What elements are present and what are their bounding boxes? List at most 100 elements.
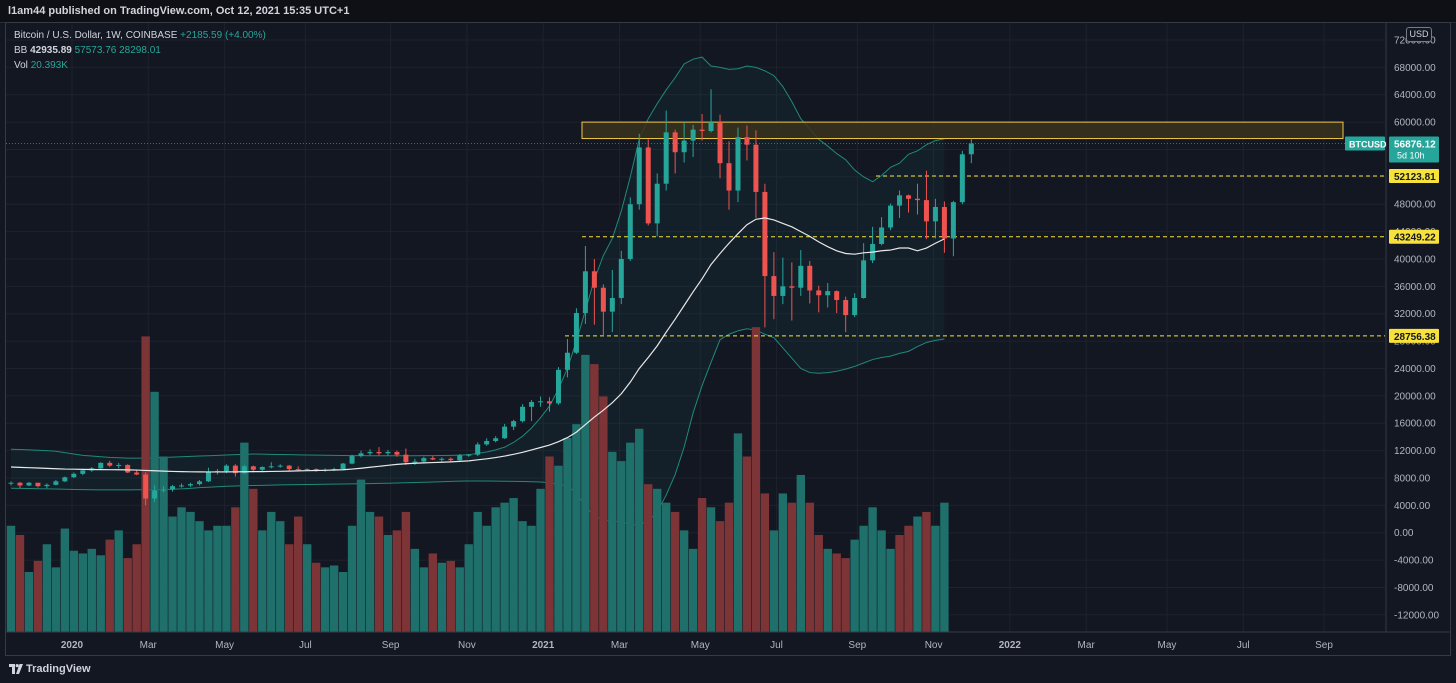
volume-bar [276,521,285,632]
bollinger-basis [10,217,945,473]
volume-bar [886,548,895,632]
volume-bar [572,424,581,632]
time-tick-label: Sep [1315,640,1333,651]
currency-button[interactable]: USD [1406,27,1432,42]
candle-body [906,195,911,199]
level-tag-label: 52123.81 [1394,172,1436,183]
candle-body [98,462,104,469]
volume-bar [464,544,473,632]
candle-body [484,440,490,445]
time-tick-label: 2021 [532,640,555,651]
candle-body [726,163,732,191]
candle-body [861,260,867,298]
candle-body [645,147,651,224]
candle-body [313,469,319,471]
legend-bb-row: BB 42935.89 57573.76 28298.01 [14,43,266,58]
tradingview-logo-icon [9,664,23,674]
volume-bar [931,525,940,632]
candle-body [358,453,364,457]
volume-bar [15,535,25,632]
current-price-label: 56876.12 [1394,139,1436,150]
level-tag-bg [1389,229,1439,244]
candle-body [807,265,813,291]
candle-body [843,300,849,316]
candle-body [816,290,822,296]
volume-bar [285,544,294,632]
volume-bar [105,539,114,632]
candle-body [914,198,920,201]
price-tick-label: 68000.00 [1394,63,1436,74]
volume-bar [590,364,599,632]
volume-bar [509,498,518,632]
volume-bar [392,530,402,632]
volume-bar [267,511,276,632]
candle-body [8,482,14,484]
candle-body [475,444,481,455]
candle-body [439,458,445,460]
candle-body [950,202,956,239]
level-tag-bg [1389,328,1439,343]
candle-body [421,458,427,462]
price-tick-label: 64000.00 [1394,90,1436,101]
volume-bar [42,544,52,632]
volume-bar [302,544,312,632]
published-text: l1am44 published on TradingView.com, Oct… [8,5,350,17]
volume-bar [347,525,357,632]
candle-body [888,205,894,228]
candle-body [717,122,723,164]
volume-bar [455,567,464,632]
candle-body [152,490,158,499]
volume-bar [536,488,545,632]
candle-body [143,474,149,499]
volume-bar [231,507,240,632]
resistance-zone-box [581,121,1344,140]
bb-label: BB [14,45,28,56]
volume-bar [841,558,850,632]
volume-bar [132,544,141,632]
price-tick-label: 8000.00 [1394,473,1431,484]
volume-bar [437,562,446,632]
volume-bar [213,525,222,632]
candle-body [789,286,795,288]
volume-bar [240,442,249,632]
candle-body [591,271,597,288]
volume-bar [922,511,931,632]
candle-body [250,466,256,470]
candle-body [555,369,561,404]
volume-bar [814,535,823,632]
candle-body [188,484,193,486]
price-tick-label: 40000.00 [1394,254,1436,265]
volume-bar [383,535,393,632]
candle-body [205,471,211,482]
volume-bar [769,530,779,632]
volume-bar [617,461,626,632]
volume-bar [805,502,814,632]
volume-bar [428,553,438,632]
volume-bar [742,456,752,632]
resistance-zone [581,121,1344,140]
volume-bar [123,558,132,632]
volume-bar [168,516,177,632]
legend-symbol-row: Bitcoin / U.S. Dollar, 1W, COINBASE +218… [14,28,266,43]
candle-body [277,465,283,467]
volume-bar [599,396,608,632]
level-tag-label: 28756.38 [1394,332,1436,343]
volume-bar [159,456,168,632]
candle-body [349,456,355,464]
level-tag-bg [1389,169,1439,184]
candle-body [547,401,552,404]
candle-body [80,470,86,474]
candles [8,89,974,506]
volume-bar [644,484,653,632]
volume-bar [24,571,34,632]
price-tick-label: 24000.00 [1394,364,1436,375]
volume-bar [473,511,482,632]
volume-bar [653,488,662,632]
volume-bar [859,525,868,632]
volume-bar [204,530,213,632]
volume-bar [419,567,429,632]
candle-body [403,454,409,463]
price-tick-label: -8000.00 [1394,583,1434,594]
volume-bar [500,502,509,632]
